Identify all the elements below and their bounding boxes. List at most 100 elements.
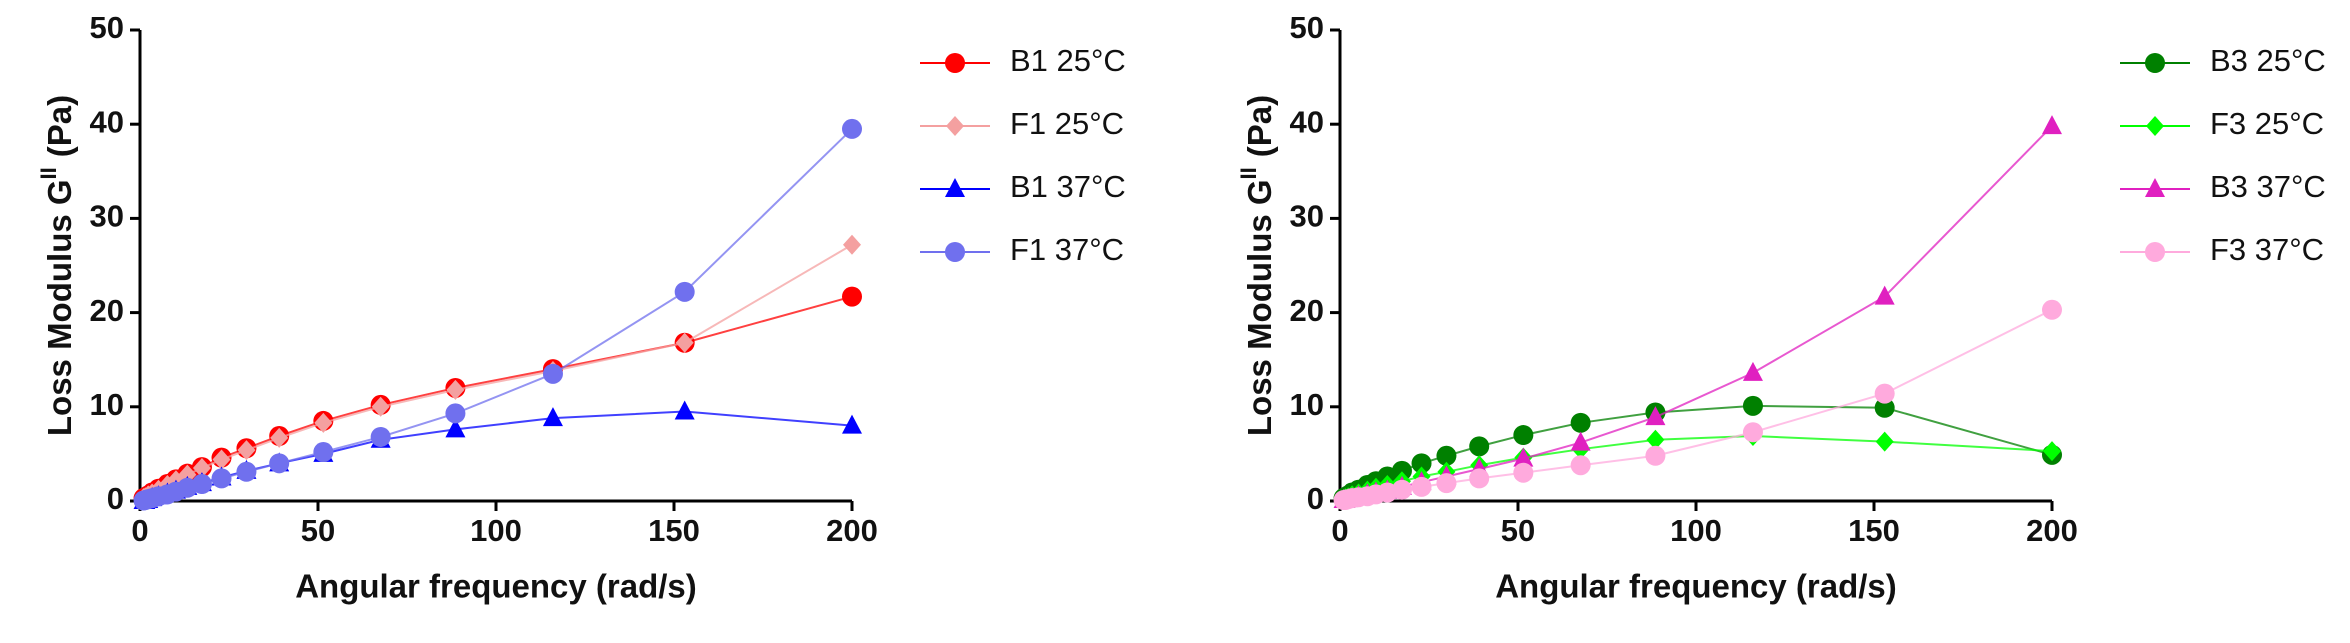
y-tick-label: 0: [1307, 481, 1324, 516]
y-title-sup: II: [1236, 167, 1261, 179]
point: [1646, 429, 1665, 450]
point: [192, 458, 211, 479]
point: [1469, 436, 1490, 457]
y-title-sup: II: [36, 167, 61, 179]
y-tick-label: 10: [1290, 387, 1324, 422]
legend-label: B1 37°C: [1010, 169, 1126, 204]
legend-marker: [946, 116, 964, 136]
point: [1513, 462, 1534, 483]
point: [446, 379, 465, 400]
point: [445, 418, 466, 438]
point: [1391, 479, 1412, 500]
point: [1570, 431, 1591, 451]
y-tick-label: 40: [1290, 104, 1324, 139]
x-tick-label: 50: [301, 513, 335, 548]
point: [270, 427, 289, 448]
point: [236, 461, 257, 482]
y-axis-title: Loss Modulus GII (Pa): [36, 95, 78, 436]
legend-label: F3 37°C: [2210, 232, 2324, 267]
x-tick-label: 150: [648, 513, 700, 548]
y-tick-label: 10: [90, 387, 124, 422]
legend-marker: [945, 53, 965, 73]
point: [211, 468, 232, 489]
point: [212, 449, 231, 470]
point: [843, 234, 861, 255]
y-title-unit: (Pa): [41, 95, 78, 157]
legend-marker: [2145, 53, 2165, 73]
legend-marker: [2146, 116, 2164, 136]
y-axis-title: Loss Modulus GII (Pa): [1236, 95, 1278, 436]
point: [445, 403, 466, 424]
x-tick-label: 200: [826, 513, 878, 548]
y-tick-label: 50: [90, 10, 124, 45]
point: [1742, 395, 1763, 416]
y-tick-label: 30: [90, 199, 124, 234]
point: [542, 407, 563, 427]
x-tick-label: 150: [1848, 513, 1900, 548]
point: [2042, 115, 2062, 135]
point: [371, 396, 390, 417]
legend-label: B3 25°C: [2210, 43, 2326, 78]
point: [1874, 285, 1895, 305]
x-tick-label: 100: [470, 513, 522, 548]
y-tick-label: 0: [107, 481, 124, 516]
point: [1469, 468, 1490, 489]
x-axis-title: Angular frequency (rad/s): [1495, 568, 1897, 605]
y-title-unit: (Pa): [1241, 95, 1278, 157]
point: [1570, 412, 1591, 433]
series-line: [1343, 125, 2053, 502]
point: [370, 426, 391, 447]
point: [191, 474, 212, 495]
y-tick-label: 30: [1290, 199, 1324, 234]
point: [1742, 361, 1763, 381]
point: [1742, 422, 1763, 443]
point: [842, 118, 862, 139]
point: [313, 442, 334, 463]
legend-label: F1 25°C: [1010, 106, 1124, 141]
legend-label: F1 37°C: [1010, 232, 1124, 267]
point: [1645, 406, 1666, 426]
point: [1875, 431, 1894, 452]
point: [237, 440, 256, 461]
legend-marker: [945, 178, 965, 197]
point: [1513, 425, 1534, 446]
x-tick-label: 100: [1670, 513, 1722, 548]
x-tick-label: 0: [131, 513, 148, 548]
x-tick-label: 0: [1331, 513, 1348, 548]
point: [842, 414, 862, 434]
series-line: [143, 243, 853, 500]
point: [675, 332, 694, 353]
x-tick-label: 50: [1501, 513, 1535, 548]
x-axis-title: Angular frequency (rad/s): [295, 568, 697, 605]
y-title-main: Loss Modulus G: [1241, 179, 1278, 436]
point: [674, 281, 695, 302]
x-tick-label: 200: [2026, 513, 2078, 548]
chart: 0 10 20 30 40 50 0 50 100 150 200 Angular frequency…: [1236, 10, 2326, 605]
legend-label: B1 25°C: [1010, 43, 1126, 78]
legend-label: B3 37°C: [2210, 169, 2326, 204]
y-tick-label: 40: [90, 104, 124, 139]
point: [1513, 447, 1534, 467]
point: [1645, 445, 1666, 466]
legend-marker: [2145, 242, 2165, 262]
point: [542, 363, 563, 384]
point: [1411, 453, 1432, 474]
legend-marker: [2145, 178, 2165, 197]
point: [1436, 445, 1457, 466]
point: [1874, 397, 1895, 418]
point: [1570, 455, 1591, 476]
point: [1436, 473, 1457, 494]
point: [1874, 383, 1895, 404]
point: [314, 412, 333, 433]
point: [269, 453, 290, 474]
legend-label: F3 25°C: [2210, 106, 2324, 141]
point: [674, 400, 695, 420]
chart: 0 10 20 30 40 50 0 50 100 150 200 Angular frequency…: [36, 10, 1126, 605]
y-tick-label: 20: [90, 293, 124, 328]
point: [2043, 441, 2061, 462]
point: [842, 286, 862, 307]
point: [1411, 476, 1432, 497]
y-title-main: Loss Modulus G: [41, 179, 78, 436]
point: [2042, 299, 2062, 320]
